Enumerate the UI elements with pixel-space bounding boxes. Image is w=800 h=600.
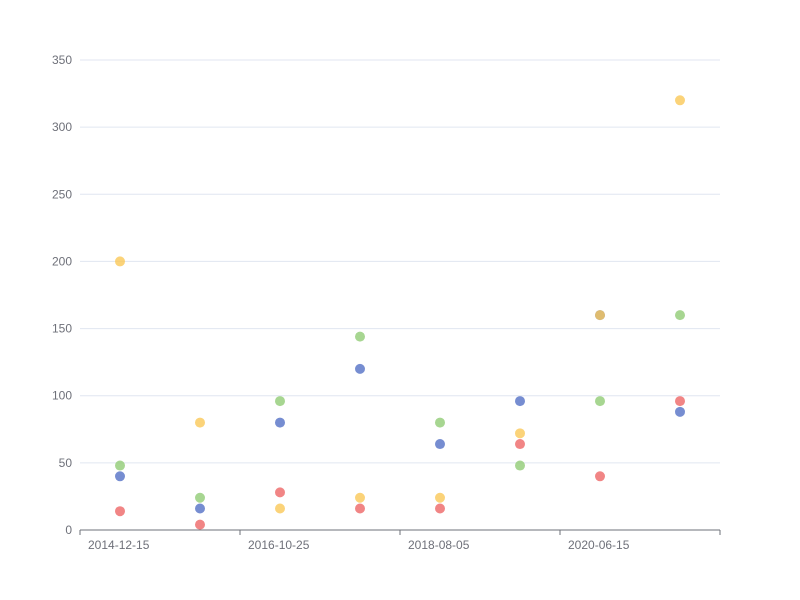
scatter-point[interactable] <box>515 439 525 450</box>
grid-lines <box>80 59 720 464</box>
scatter-point[interactable] <box>515 460 525 471</box>
scatter-point[interactable] <box>595 396 605 407</box>
x-axis: 2014-12-15 2016-10-25 2018-08-05 2020-06-15 <box>79 529 721 552</box>
scatter-point[interactable] <box>675 396 685 407</box>
scatter-point[interactable] <box>195 417 205 428</box>
y-tick-label: 100 <box>52 389 72 403</box>
scatter-point[interactable] <box>675 406 685 417</box>
data-points <box>115 95 685 530</box>
scatter-point[interactable] <box>435 417 445 428</box>
scatter-point[interactable] <box>275 487 285 498</box>
scatter-point[interactable] <box>275 417 285 428</box>
scatter-point[interactable] <box>355 331 365 342</box>
scatter-point[interactable] <box>435 439 445 450</box>
scatter-point[interactable] <box>675 95 685 106</box>
y-tick-label: 0 <box>65 523 72 537</box>
scatter-point[interactable] <box>435 503 445 514</box>
y-tick-label: 200 <box>52 254 72 268</box>
scatter-point[interactable] <box>595 310 605 321</box>
scatter-point[interactable] <box>355 363 365 374</box>
scatter-point[interactable] <box>675 310 685 321</box>
scatter-point[interactable] <box>275 396 285 407</box>
y-tick-label: 250 <box>52 187 72 201</box>
scatter-point[interactable] <box>195 503 205 514</box>
scatter-point[interactable] <box>195 519 205 530</box>
scatter-point[interactable] <box>115 256 125 267</box>
y-tick-label: 300 <box>52 120 72 134</box>
y-tick-label: 50 <box>59 456 73 470</box>
scatter-point[interactable] <box>355 503 365 514</box>
y-tick-label: 350 <box>52 53 72 67</box>
scatter-point[interactable] <box>515 396 525 407</box>
scatter-point[interactable] <box>355 492 365 503</box>
scatter-point[interactable] <box>115 506 125 517</box>
y-tick-label: 150 <box>52 322 72 336</box>
scatter-point[interactable] <box>115 471 125 482</box>
x-tick-label: 2014-12-15 <box>88 538 150 552</box>
scatter-point[interactable] <box>595 471 605 482</box>
x-tick-label: 2020-06-15 <box>568 538 630 552</box>
x-tick-label: 2018-08-05 <box>408 538 470 552</box>
y-axis-labels: 0 50 100 150 200 250 300 350 <box>52 53 72 537</box>
scatter-point[interactable] <box>195 492 205 503</box>
x-tick-label: 2016-10-25 <box>248 538 310 552</box>
scatter-point[interactable] <box>115 460 125 471</box>
scatter-point[interactable] <box>275 503 285 514</box>
scatter-point[interactable] <box>515 428 525 439</box>
scatter-point[interactable] <box>435 492 445 503</box>
